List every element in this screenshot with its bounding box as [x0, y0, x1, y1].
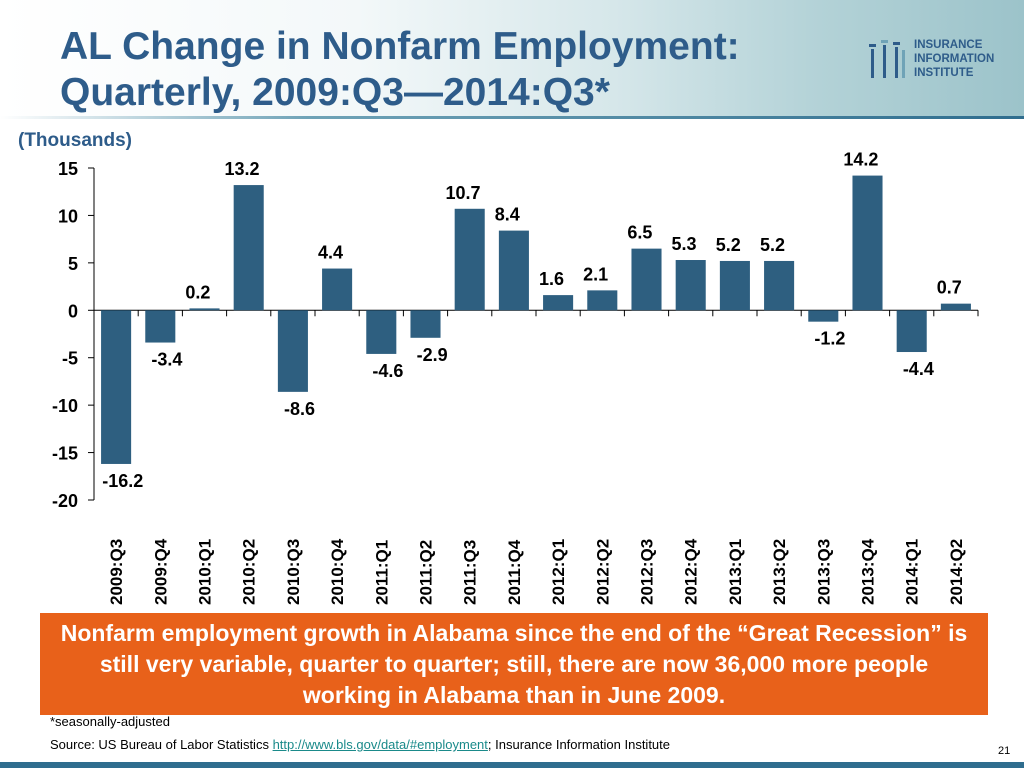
source-link[interactable]: http://www.bls.gov/data/#employment — [272, 737, 488, 752]
data-label: -4.4 — [903, 359, 934, 379]
source-prefix: Source: US Bureau of Labor Statistics — [50, 737, 273, 752]
bar — [322, 268, 353, 311]
x-tick-label: 2011:Q4 — [505, 539, 524, 605]
x-tick-label: 2009:Q3 — [107, 539, 126, 605]
title-line-1: AL Change in Nonfarm Employment: — [60, 25, 740, 68]
x-tick-label: 2010:Q3 — [284, 539, 303, 605]
y-tick-label: -10 — [52, 396, 78, 416]
y-tick-label: -20 — [52, 491, 78, 511]
y-unit-label: (Thousands) — [18, 130, 132, 151]
data-label: 5.2 — [760, 235, 785, 255]
x-tick-label: 2010:Q1 — [196, 539, 215, 605]
bar — [101, 310, 132, 464]
y-tick-label: -5 — [62, 349, 78, 369]
data-label: 8.4 — [495, 205, 520, 225]
x-tick-label: 2010:Q4 — [328, 538, 347, 605]
x-tick-label: 2011:Q2 — [417, 540, 436, 605]
x-tick-label: 2013:Q2 — [770, 539, 789, 605]
bar — [366, 310, 397, 354]
data-label: 2.1 — [583, 264, 608, 284]
bar — [543, 295, 574, 311]
data-label: -2.9 — [417, 345, 448, 365]
iii-logo-text: INSURANCE INFORMATION INSTITUTE — [914, 38, 994, 80]
data-label: -1.2 — [814, 329, 845, 349]
logo-line-2: INFORMATION — [914, 53, 995, 65]
data-label: 1.6 — [539, 269, 564, 289]
iii-logo-icon — [869, 40, 905, 78]
x-tick-label: 2013:Q4 — [859, 538, 878, 605]
bar — [587, 290, 618, 311]
data-label: 10.7 — [446, 183, 481, 203]
page-number: 21 — [998, 745, 1011, 757]
x-tick-label: 2014:Q2 — [947, 539, 966, 605]
data-label: -8.6 — [284, 399, 315, 419]
logo-line-1: INSURANCE — [914, 39, 983, 51]
bottom-accent-bar — [0, 762, 1024, 768]
bar — [145, 310, 176, 343]
y-tick-label: 0 — [68, 301, 78, 321]
data-label: -4.6 — [372, 361, 403, 381]
bar — [675, 260, 706, 311]
data-label: 5.2 — [716, 235, 741, 255]
x-tick-label: 2013:Q3 — [814, 539, 833, 605]
header-rule — [0, 116, 1024, 119]
data-label: 5.3 — [672, 234, 697, 254]
bar — [277, 310, 308, 392]
slide-title: AL Change in Nonfarm Employment: Quarter… — [60, 24, 820, 116]
y-tick-label: 15 — [58, 159, 78, 179]
header-band — [0, 0, 1024, 118]
x-tick-label: 2011:Q1 — [372, 540, 391, 605]
y-tick-label: -15 — [52, 444, 78, 464]
bar — [410, 310, 441, 338]
bar — [631, 248, 662, 311]
x-tick-label: 2009:Q4 — [151, 538, 170, 605]
title-line-2: Quarterly, 2009:Q3—2014:Q3* — [60, 71, 610, 114]
data-label: 6.5 — [627, 223, 652, 243]
callout-box: Nonfarm employment growth in Alabama sin… — [40, 613, 988, 715]
x-tick-label: 2013:Q1 — [726, 539, 745, 605]
bar — [764, 260, 795, 311]
x-tick-label: 2012:Q2 — [593, 539, 612, 605]
bar — [189, 308, 220, 311]
data-label: 4.4 — [318, 243, 343, 263]
data-label: 0.2 — [185, 282, 210, 302]
bar — [719, 260, 750, 311]
data-label: -3.4 — [151, 350, 182, 370]
source-suffix: ; Insurance Information Institute — [487, 737, 671, 752]
source-line: Source: US Bureau of Labor Statistics ht… — [50, 737, 670, 752]
bar-chart: 15 10 5 0 -5 -10 -15 -20 -16.2 2009:Q3 -3.4 2009:Q4… — [52, 150, 979, 605]
bar — [808, 310, 839, 322]
bar — [233, 185, 264, 311]
x-tick-label: 2012:Q4 — [682, 538, 701, 605]
data-label: 14.2 — [843, 150, 878, 170]
data-label: -16.2 — [102, 471, 143, 491]
x-tick-label: 2012:Q3 — [638, 539, 657, 605]
x-tick-label: 2012:Q1 — [549, 539, 568, 605]
bar — [454, 208, 485, 311]
data-label: 0.7 — [937, 278, 962, 298]
logo-line-3: INSTITUTE — [914, 67, 974, 79]
x-tick-label: 2011:Q3 — [461, 540, 480, 605]
bar — [852, 175, 883, 311]
iii-logo: INSURANCE INFORMATION INSTITUTE — [868, 38, 1018, 84]
callout-text: Nonfarm employment growth in Alabama sin… — [60, 619, 968, 708]
bar — [498, 230, 529, 311]
data-label: 13.2 — [225, 159, 260, 179]
bar — [940, 303, 971, 311]
x-tick-label: 2014:Q1 — [903, 539, 922, 605]
footnote: *seasonally-adjusted — [50, 714, 170, 729]
bar — [896, 310, 927, 353]
y-tick-label: 5 — [68, 254, 78, 274]
y-tick-label: 10 — [58, 206, 78, 226]
x-tick-label: 2010:Q2 — [240, 539, 259, 605]
